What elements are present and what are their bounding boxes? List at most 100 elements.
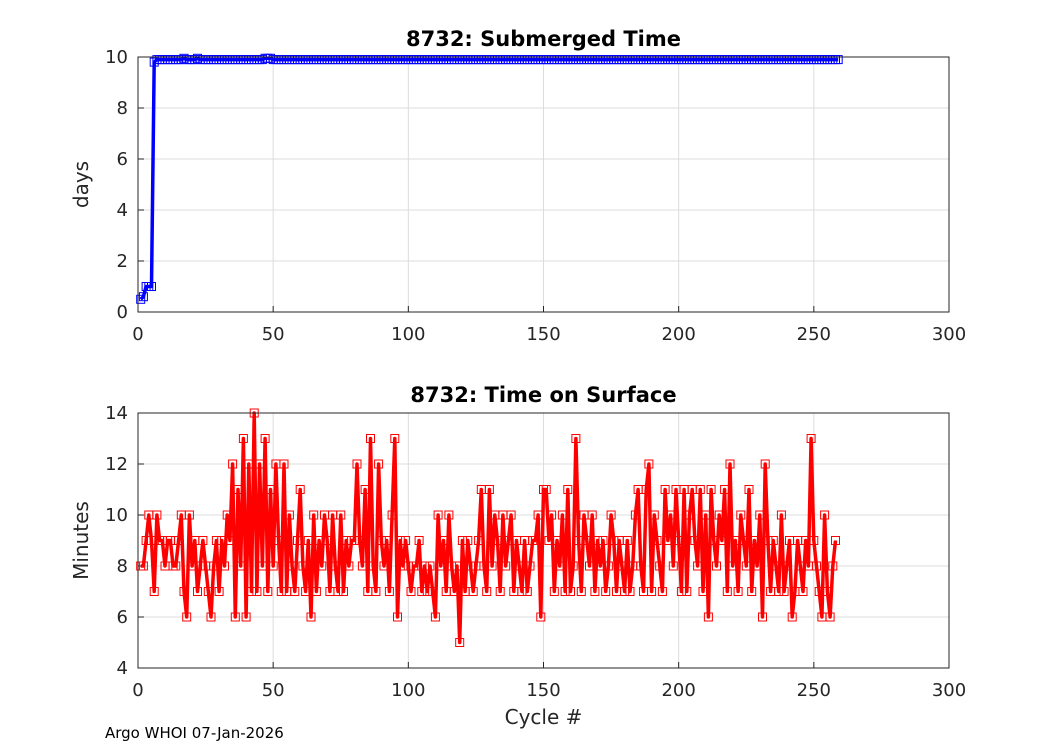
data-point — [522, 587, 532, 596]
y-tick-label: 4 — [117, 200, 128, 221]
data-point — [663, 536, 673, 545]
data-point — [779, 587, 789, 596]
data-point — [263, 587, 273, 596]
x-tick-labels: 0 50 100 150 200 250 300 — [132, 680, 966, 701]
data-point — [206, 612, 216, 622]
data-point — [563, 485, 573, 494]
data-point — [820, 510, 830, 520]
data-point — [806, 434, 816, 443]
data-point — [211, 536, 221, 545]
data-point — [268, 561, 278, 571]
data-point — [252, 587, 262, 596]
data-point — [311, 587, 321, 596]
data-point — [644, 459, 654, 469]
data-point — [525, 561, 535, 571]
data-point — [420, 561, 430, 571]
data-point — [387, 510, 397, 520]
data-point — [787, 612, 797, 622]
data-point — [771, 561, 781, 571]
data-point — [695, 485, 705, 494]
data-point — [447, 561, 457, 571]
data-point — [825, 612, 835, 622]
y-tick-label: 10 — [105, 505, 128, 526]
data-point — [555, 561, 565, 571]
data-point — [193, 587, 202, 596]
data-point — [541, 485, 551, 494]
data-point — [698, 587, 708, 596]
data-point — [274, 536, 284, 545]
data-point — [693, 561, 703, 571]
data-point — [566, 587, 575, 596]
data-point — [747, 587, 757, 596]
data-point — [228, 459, 238, 469]
data-point — [660, 485, 670, 494]
data-point — [484, 485, 494, 494]
data-point — [706, 485, 716, 494]
data-point — [198, 536, 208, 545]
data-point — [582, 536, 592, 545]
data-point — [685, 510, 694, 520]
axes-box — [137, 412, 950, 669]
data-point — [306, 612, 316, 622]
y-tick-label: 6 — [117, 607, 128, 628]
data-point — [487, 561, 497, 571]
data-line — [139, 56, 839, 301]
data-point — [474, 536, 484, 545]
data-point — [152, 510, 162, 520]
data-point — [609, 536, 619, 545]
data-point — [301, 587, 311, 596]
data-point — [571, 434, 581, 443]
data-point — [293, 536, 302, 545]
y-axis-label: days — [69, 161, 93, 208]
data-point — [560, 587, 570, 596]
x-tick-label: 0 — [132, 680, 143, 701]
data-point — [652, 536, 662, 545]
data-point — [668, 561, 678, 571]
data-point — [733, 587, 743, 596]
data-point — [530, 536, 540, 545]
data-point — [674, 536, 684, 545]
x-axis-label: Cycle # — [505, 705, 583, 729]
data-point — [266, 485, 275, 494]
data-point — [439, 536, 448, 545]
x-tick-label: 200 — [661, 324, 695, 345]
data-point — [344, 561, 354, 571]
data-point — [436, 561, 446, 571]
data-point — [620, 587, 630, 596]
data-point — [352, 459, 362, 469]
data-point — [657, 587, 667, 596]
data-point — [517, 587, 527, 596]
data-point — [501, 561, 511, 571]
data-point — [417, 587, 427, 596]
data-point — [495, 587, 505, 596]
data-point — [776, 510, 786, 520]
data-point — [714, 510, 724, 520]
x-tick-label: 50 — [262, 324, 285, 345]
data-point — [276, 587, 286, 596]
data-point — [568, 561, 578, 571]
y-tick-label: 6 — [117, 149, 128, 170]
data-point — [339, 587, 348, 596]
data-point — [606, 510, 616, 520]
data-point — [809, 536, 819, 545]
x-tick-label: 200 — [661, 680, 695, 701]
x-tick-labels: 0 50 100 150 200 250 300 — [132, 324, 966, 345]
data-point — [430, 612, 440, 622]
data-point — [466, 561, 475, 571]
data-point — [336, 510, 346, 520]
data-point — [357, 561, 367, 571]
data-point — [317, 561, 327, 571]
data-point — [455, 638, 465, 647]
data-point — [636, 561, 646, 571]
data-point — [717, 536, 727, 545]
data-point — [371, 587, 381, 596]
chart-title: 8732: Submerged Time — [406, 27, 681, 51]
data-point — [149, 587, 159, 596]
data-point — [260, 434, 270, 443]
data-point — [225, 536, 235, 545]
data-point — [360, 485, 370, 494]
data-point — [514, 561, 524, 571]
data-point — [676, 587, 686, 596]
data-point — [690, 536, 700, 545]
x-tick-label: 50 — [262, 680, 285, 701]
